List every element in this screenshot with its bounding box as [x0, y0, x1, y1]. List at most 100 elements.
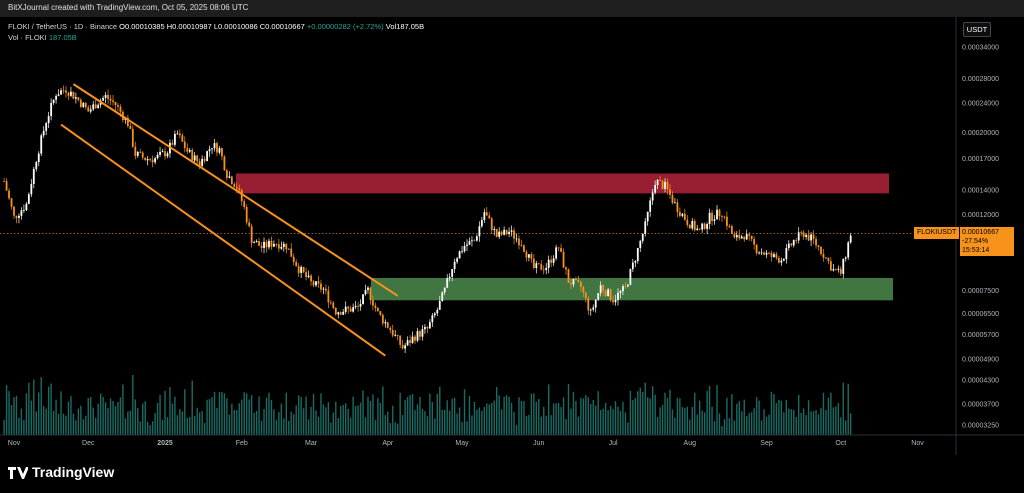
volume-bar	[773, 394, 775, 435]
volume-bar	[840, 417, 842, 435]
candle-body	[396, 334, 399, 336]
candle-body	[651, 192, 654, 201]
ticker-tag: FLOKIUSDT	[914, 227, 960, 239]
candle-body	[139, 151, 142, 153]
open-value: O0.00010385	[119, 22, 165, 31]
volume-bar	[679, 398, 681, 435]
candle-body	[55, 96, 57, 100]
candle-body	[656, 179, 659, 185]
candle-body	[74, 97, 77, 99]
x-tick-label: Aug	[684, 440, 697, 447]
candle-body	[250, 226, 253, 244]
volume-bar	[186, 417, 188, 435]
candle-body	[441, 292, 444, 302]
volume-bar	[842, 382, 844, 435]
candle-body	[627, 284, 629, 287]
candle-body	[203, 158, 206, 161]
volume-bar	[456, 413, 458, 435]
candle-body	[716, 209, 718, 220]
candle-body	[849, 235, 852, 243]
volume-bar	[283, 418, 285, 435]
volume-bar	[265, 397, 268, 435]
y-tick-label: 0.00004300	[962, 377, 999, 384]
volume-bar	[758, 400, 760, 435]
candle-body	[389, 327, 392, 330]
volume-bar	[488, 404, 490, 435]
candle-body	[473, 240, 476, 242]
candle-body	[743, 236, 746, 240]
candle-body	[213, 143, 216, 149]
candle-body	[485, 212, 488, 216]
volume-bar	[753, 408, 755, 435]
candle-body	[555, 247, 558, 259]
volume-bar	[671, 409, 674, 435]
candle-body	[448, 276, 451, 279]
candle-body	[221, 148, 223, 157]
x-tick-label: May	[455, 440, 469, 447]
candle-body	[726, 216, 728, 226]
volume-bar	[151, 421, 154, 435]
currency-button[interactable]: USDT	[963, 22, 991, 37]
candle-body	[325, 288, 327, 291]
candle-body	[488, 215, 491, 219]
candle-body	[827, 257, 830, 262]
volume-bar	[562, 397, 565, 435]
volume-bar	[649, 398, 651, 435]
volume-bar	[656, 417, 659, 435]
candle-body	[253, 242, 256, 244]
candle-body	[8, 190, 10, 199]
volume-bar	[689, 419, 691, 435]
candle-body	[339, 312, 342, 315]
volume-bar	[629, 390, 632, 435]
candle-body	[787, 243, 790, 248]
y-tick-label: 0.00006500	[962, 311, 999, 318]
candle-body	[399, 335, 402, 345]
candle-body	[359, 304, 362, 307]
candle-body	[644, 221, 647, 234]
volume-bar	[659, 407, 661, 435]
candle-body	[32, 169, 35, 184]
candle-body	[178, 133, 181, 136]
candle-body	[535, 263, 538, 268]
candle-body	[466, 244, 468, 246]
candle-body	[532, 258, 535, 268]
candle-body	[602, 285, 605, 291]
candle-body	[579, 282, 582, 288]
candle-body	[273, 243, 275, 247]
volume-bar	[156, 403, 159, 435]
volume-bar	[52, 410, 55, 435]
candle-body	[312, 281, 315, 286]
candle-body	[334, 307, 337, 315]
volume-bar	[203, 423, 206, 435]
candle-body	[686, 219, 689, 225]
candle-body	[829, 261, 832, 271]
tradingview-logo[interactable]: TradingView	[8, 464, 114, 480]
candle-body	[362, 294, 364, 305]
candle-body	[401, 344, 404, 349]
candle-body	[23, 210, 25, 211]
candle-body	[297, 266, 300, 273]
volume-bar	[340, 406, 342, 435]
candle-body	[503, 229, 506, 235]
candle-body	[374, 305, 377, 308]
candle-body	[223, 156, 226, 171]
volume-bar	[335, 401, 337, 435]
volume-bar	[706, 390, 708, 435]
candle-body	[166, 153, 169, 157]
candle-body	[525, 251, 528, 258]
price-chart[interactable]: 0.00034000 0.00028000 0.00024000 0.00020000…	[0, 17, 1024, 455]
channel-lower-line	[60, 123, 386, 357]
volume-bar	[241, 399, 243, 435]
volume-bar	[312, 393, 315, 435]
candle-body	[285, 243, 288, 250]
candle-body	[723, 216, 726, 218]
candle-body	[649, 200, 652, 212]
volume-bar	[614, 401, 617, 435]
candle-body	[592, 307, 595, 310]
volume-bar	[233, 410, 236, 435]
volume-bar	[47, 386, 50, 435]
candle-body	[748, 234, 751, 236]
candle-body	[664, 181, 666, 189]
x-tick-label: Nov	[911, 440, 924, 447]
candle-body	[329, 302, 332, 304]
